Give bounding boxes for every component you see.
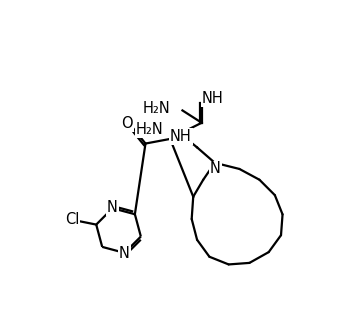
Text: H₂N: H₂N <box>135 122 163 137</box>
Text: O: O <box>121 116 133 131</box>
Text: NH: NH <box>201 91 223 106</box>
Text: H₂N: H₂N <box>142 101 170 115</box>
Text: N: N <box>210 161 221 177</box>
Text: NH: NH <box>170 129 192 144</box>
Text: Cl: Cl <box>65 213 79 227</box>
Text: N: N <box>119 246 130 261</box>
Text: N: N <box>107 200 118 215</box>
